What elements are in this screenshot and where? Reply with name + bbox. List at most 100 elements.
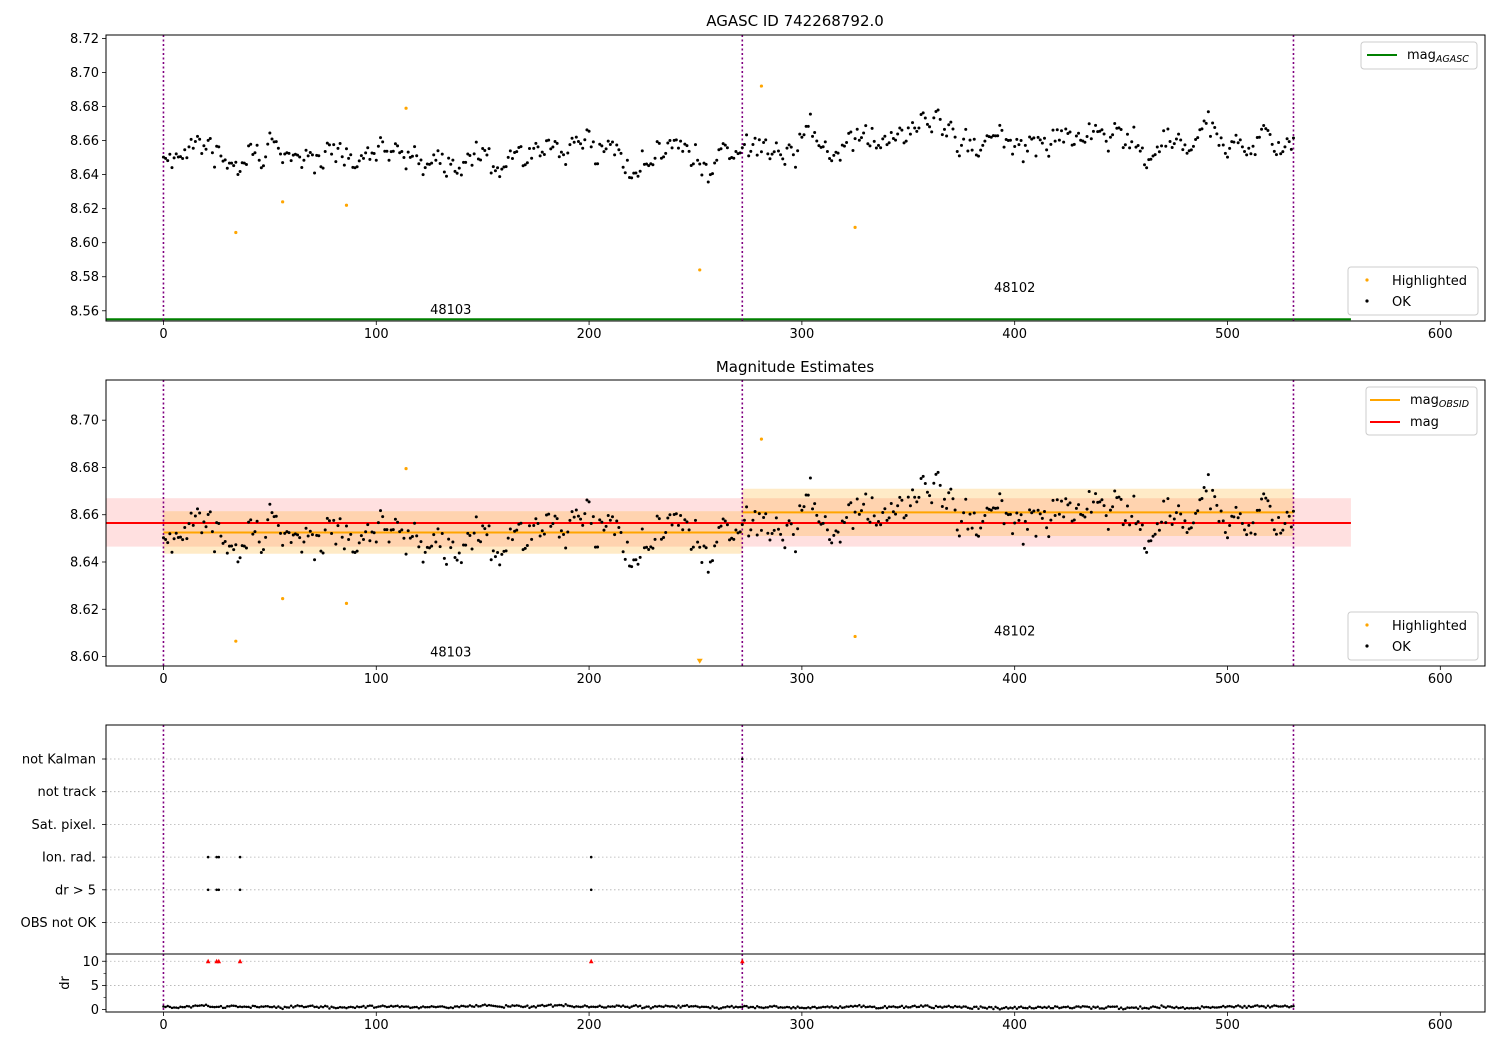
dr-point xyxy=(319,1005,323,1008)
dr-point xyxy=(1290,1005,1293,1008)
ok-point xyxy=(525,544,529,548)
dr-point xyxy=(819,1006,823,1009)
dr-point xyxy=(255,1005,259,1009)
flag-point xyxy=(206,855,210,859)
ok-point xyxy=(1277,515,1281,519)
ok-point xyxy=(481,147,485,151)
dr-point xyxy=(1173,1006,1176,1010)
ok-point xyxy=(947,491,951,495)
ok-point xyxy=(889,502,893,506)
dr-point xyxy=(747,1006,750,1009)
dr-point xyxy=(281,1007,284,1011)
dr-point xyxy=(930,1006,933,1010)
ok-point xyxy=(325,141,329,145)
ok-point xyxy=(557,535,561,539)
ok-point xyxy=(762,515,766,519)
ok-point xyxy=(166,159,170,163)
ok-point xyxy=(593,162,597,166)
dr-point xyxy=(1177,1006,1180,1010)
dr-point xyxy=(834,1006,838,1009)
ok-point xyxy=(379,509,383,513)
dr-point xyxy=(304,1005,308,1009)
ok-point xyxy=(468,533,472,537)
dr-point xyxy=(311,1004,314,1007)
figure-title: AGASC ID 742268792.0 xyxy=(706,12,884,30)
ok-point xyxy=(227,544,231,548)
ok-point xyxy=(434,540,438,544)
ok-point xyxy=(1087,122,1091,126)
dr-point xyxy=(466,1005,470,1008)
ok-point xyxy=(1268,504,1272,508)
ok-point xyxy=(1077,131,1081,135)
ok-point xyxy=(1213,495,1217,499)
ok-point xyxy=(213,165,217,169)
dr-point xyxy=(683,1004,687,1008)
ok-point xyxy=(1138,527,1142,531)
ok-point xyxy=(1283,522,1287,526)
ok-point xyxy=(685,144,689,148)
ok-point xyxy=(379,136,383,140)
ok-point xyxy=(738,151,742,155)
ok-point xyxy=(498,175,502,179)
ok-point xyxy=(630,565,634,569)
ok-point xyxy=(202,144,206,148)
ok-point xyxy=(570,510,574,514)
ok-point xyxy=(530,156,534,160)
ok-point xyxy=(1149,157,1153,161)
ok-point xyxy=(928,125,932,129)
ok-point xyxy=(1013,145,1017,149)
ok-point xyxy=(896,504,900,508)
dr-point xyxy=(1194,1006,1197,1010)
ok-point xyxy=(1085,507,1089,511)
ok-point xyxy=(789,145,793,149)
ok-point xyxy=(491,549,495,553)
ok-point xyxy=(804,124,808,128)
ok-point xyxy=(1015,511,1019,515)
ok-point xyxy=(715,540,719,544)
ok-point xyxy=(1289,525,1293,529)
dr-point xyxy=(315,1005,318,1008)
ok-point xyxy=(1279,152,1283,156)
dr-point xyxy=(877,1006,880,1010)
dr-point xyxy=(613,1005,616,1008)
ok-point xyxy=(1057,512,1061,516)
ok-point xyxy=(185,156,189,160)
dr-point xyxy=(792,1005,795,1009)
dr-point xyxy=(372,1006,376,1009)
ok-point xyxy=(551,145,555,149)
dr-point xyxy=(770,1005,774,1008)
ok-point xyxy=(232,548,236,552)
ok-point xyxy=(391,528,395,532)
dr-point xyxy=(1136,1007,1140,1010)
dr-point xyxy=(919,1004,923,1007)
ok-point xyxy=(874,146,878,150)
ok-point xyxy=(1281,150,1285,154)
ok-point xyxy=(806,124,810,128)
ok-point xyxy=(1055,128,1059,132)
dr-point xyxy=(528,1006,531,1010)
ok-point xyxy=(349,532,353,536)
ok-point xyxy=(698,162,702,166)
ok-point xyxy=(381,515,385,519)
ok-point xyxy=(413,145,417,149)
ok-point xyxy=(281,543,285,547)
dr-point xyxy=(953,1004,957,1008)
dr-point xyxy=(260,1005,263,1008)
dr-point xyxy=(504,1004,508,1007)
ok-point xyxy=(693,518,697,522)
dr-point xyxy=(381,1004,384,1007)
ok-point xyxy=(427,546,431,550)
ok-point xyxy=(1062,140,1066,144)
ok-point xyxy=(1177,504,1181,508)
ok-point xyxy=(264,535,268,539)
ok-point xyxy=(796,149,800,153)
ok-point xyxy=(591,515,595,519)
dr-point xyxy=(417,1007,421,1010)
ok-point xyxy=(823,515,827,519)
ok-point xyxy=(913,126,917,130)
ok-point xyxy=(1172,517,1176,521)
ok-point xyxy=(838,158,842,162)
ok-point xyxy=(676,146,680,150)
ok-point xyxy=(510,156,514,160)
ok-point xyxy=(1251,144,1255,148)
